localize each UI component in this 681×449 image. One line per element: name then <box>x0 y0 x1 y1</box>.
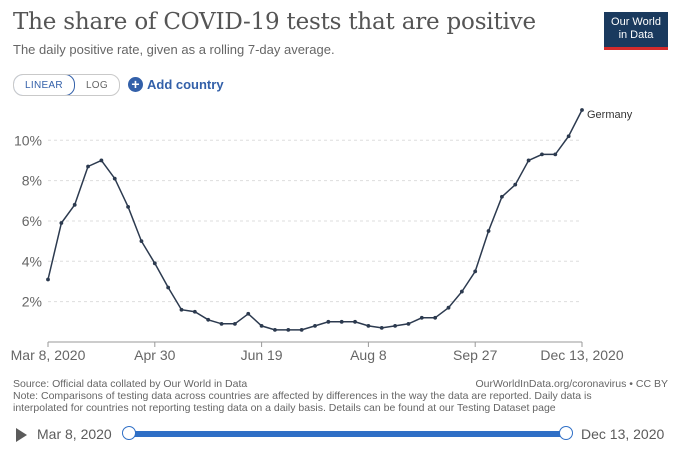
y-axis-labels: 2% 4% 6% 8% 10% <box>14 132 42 309</box>
x-tick-label: Aug 8 <box>350 347 387 363</box>
data-point[interactable] <box>379 325 384 330</box>
owid-logo[interactable]: Our World in Data <box>604 12 668 50</box>
data-point[interactable] <box>126 204 130 209</box>
data-point[interactable] <box>486 229 491 233</box>
x-tick-label: Sep 27 <box>453 347 498 363</box>
data-point[interactable] <box>366 323 371 328</box>
data-point[interactable] <box>526 158 531 163</box>
data-point[interactable] <box>540 152 544 157</box>
add-country-button[interactable]: + Add country <box>128 74 224 94</box>
data-point[interactable] <box>259 323 264 328</box>
data-point[interactable] <box>339 319 344 324</box>
timeline-start-label: Mar 8, 2020 <box>37 426 112 442</box>
data-point[interactable] <box>219 321 224 326</box>
logo-line-2: in Data <box>618 29 654 41</box>
add-country-label: Add country <box>147 76 224 92</box>
x-tick-label: Dec 13, 2020 <box>540 347 623 363</box>
data-point[interactable] <box>179 307 184 312</box>
linear-scale-button[interactable]: LINEAR <box>13 75 75 95</box>
data-point[interactable] <box>419 315 424 320</box>
y-tick-label: 10% <box>14 132 42 148</box>
timeline-start-handle[interactable] <box>122 426 136 440</box>
data-point[interactable] <box>233 321 237 326</box>
x-tick-label: Jun 19 <box>241 347 283 363</box>
timeline-end-handle[interactable] <box>559 426 573 440</box>
data-point[interactable] <box>459 289 464 294</box>
series-layer: Germany <box>46 108 633 332</box>
data-point[interactable] <box>580 108 584 112</box>
data-point[interactable] <box>446 305 451 310</box>
y-tick-label: 2% <box>22 294 42 310</box>
data-point[interactable] <box>273 327 277 332</box>
data-point[interactable] <box>313 323 317 328</box>
timeline-slider: Mar 8, 2020 Dec 13, 2020 <box>0 422 681 446</box>
chart-subtitle: The daily positive rate, given as a roll… <box>13 42 335 57</box>
data-point[interactable] <box>139 239 144 244</box>
plus-icon: + <box>128 76 143 92</box>
series-label: Germany <box>587 109 633 121</box>
data-point[interactable] <box>206 317 211 322</box>
data-point[interactable] <box>353 319 357 324</box>
data-point[interactable] <box>112 176 117 181</box>
grid-lines <box>48 139 582 303</box>
data-point[interactable] <box>473 269 478 274</box>
timeline-end-label: Dec 13, 2020 <box>581 426 665 442</box>
y-tick-label: 8% <box>22 173 42 189</box>
data-point[interactable] <box>566 134 571 139</box>
data-point[interactable] <box>166 285 171 290</box>
data-point[interactable] <box>72 202 77 207</box>
chart-title: The share of COVID-19 tests that are pos… <box>13 9 536 35</box>
logo-line-1: Our World <box>611 16 661 28</box>
x-axis: Mar 8, 2020 Apr 30 Jun 19 Aug 8 Sep 27 Dec 13… <box>11 341 624 363</box>
data-point[interactable] <box>246 311 251 316</box>
credit-link[interactable]: OurWorldInData.org/coronavirus • CC BY <box>475 378 668 390</box>
data-point[interactable] <box>192 309 197 314</box>
data-point[interactable] <box>433 315 438 320</box>
series-line[interactable] <box>47 109 583 331</box>
data-point[interactable] <box>86 164 90 169</box>
source-text: Source: Official data collated by Our Wo… <box>13 378 248 390</box>
log-scale-button[interactable]: LOG <box>85 79 108 91</box>
data-point[interactable] <box>46 277 50 282</box>
data-point[interactable] <box>299 327 304 332</box>
x-tick-label: Mar 8, 2020 <box>11 347 86 363</box>
data-point[interactable] <box>393 323 397 328</box>
data-point[interactable] <box>326 319 331 324</box>
data-point[interactable] <box>152 261 157 266</box>
scale-toggle: LINEAR LOG <box>13 74 120 96</box>
timeline-track[interactable] <box>130 431 566 437</box>
data-point[interactable] <box>513 182 518 187</box>
play-icon[interactable] <box>16 428 27 442</box>
y-tick-label: 4% <box>22 253 42 269</box>
note-text: Note: Comparisons of testing data across… <box>13 390 592 414</box>
data-point[interactable] <box>500 194 504 199</box>
data-point[interactable] <box>553 152 558 157</box>
series-germany[interactable]: Germany <box>46 108 633 332</box>
data-point[interactable] <box>99 158 104 163</box>
y-tick-label: 6% <box>22 213 42 229</box>
data-point[interactable] <box>59 221 64 225</box>
x-tick-label: Apr 30 <box>134 347 175 363</box>
data-point[interactable] <box>286 327 291 332</box>
data-point[interactable] <box>406 321 411 326</box>
